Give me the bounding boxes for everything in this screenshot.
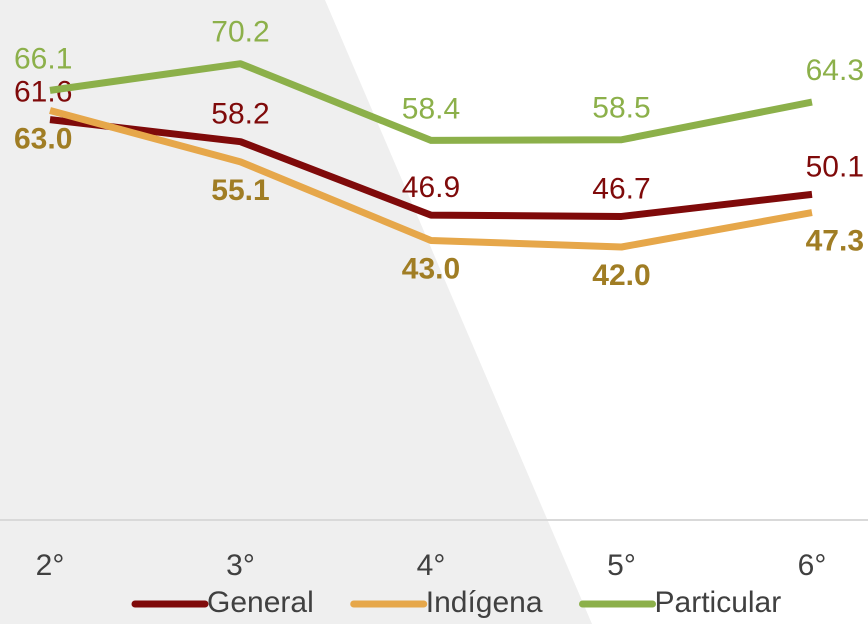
data-label: 55.1 <box>211 174 269 207</box>
data-label: 42.0 <box>592 259 650 292</box>
data-label: 58.2 <box>211 98 269 131</box>
legend-label: Particular <box>655 586 782 619</box>
x-tick-label: 2° <box>36 549 65 582</box>
data-label: 70.2 <box>211 16 269 49</box>
line <box>49 60 813 144</box>
data-label: 46.7 <box>592 172 650 205</box>
line <box>49 116 813 220</box>
x-tick-label: 6° <box>798 549 827 582</box>
x-tick-label: 5° <box>607 549 636 582</box>
data-label: 50.1 <box>806 150 864 183</box>
data-label: 63.0 <box>14 122 72 155</box>
x-tick-label: 4° <box>417 549 446 582</box>
line <box>49 107 813 251</box>
data-label: 58.4 <box>402 92 460 125</box>
data-label: 46.9 <box>402 171 460 204</box>
legend-label: General <box>207 586 314 619</box>
data-label: 64.3 <box>806 54 864 87</box>
data-label: 43.0 <box>402 252 460 285</box>
data-label: 61.6 <box>14 76 72 109</box>
data-label: 58.5 <box>592 92 650 125</box>
data-label: 66.1 <box>14 42 72 75</box>
legend-label: Indígena <box>426 586 543 619</box>
data-label: 47.3 <box>806 224 864 257</box>
x-tick-label: 3° <box>226 549 255 582</box>
background-shape <box>0 0 592 624</box>
